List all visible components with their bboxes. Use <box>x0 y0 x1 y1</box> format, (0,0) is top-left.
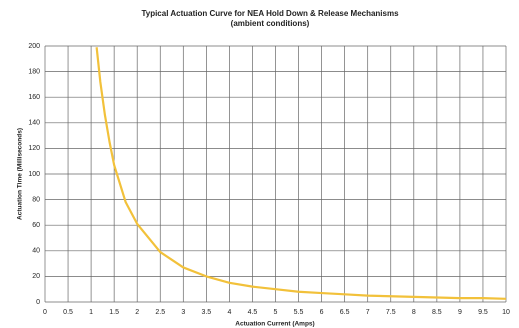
x-tick-label: 3.5 <box>201 309 211 316</box>
y-axis-label: Actuation Time (Milliseconds) <box>17 128 24 220</box>
y-tick-label: 60 <box>32 222 40 229</box>
y-tick-label: 160 <box>28 94 40 101</box>
x-tick-label: 7 <box>366 309 370 316</box>
chart-title: Typical Actuation Curve for NEA Hold Dow… <box>141 9 399 18</box>
x-tick-label: 8.5 <box>432 309 442 316</box>
x-tick-label: 0.5 <box>63 309 73 316</box>
x-tick-label: 10 <box>502 309 510 316</box>
x-tick-label: 4.5 <box>248 309 258 316</box>
y-tick-label: 80 <box>32 196 40 203</box>
x-tick-label: 2 <box>135 309 139 316</box>
x-tick-label: 4 <box>227 309 231 316</box>
x-tick-label: 2.5 <box>155 309 165 316</box>
x-tick-label: 1.5 <box>109 309 119 316</box>
y-tick-label: 140 <box>28 120 40 127</box>
x-tick-label: 0 <box>43 309 47 316</box>
x-tick-label: 5.5 <box>294 309 304 316</box>
data-line <box>95 47 507 300</box>
x-tick-label: 6.5 <box>340 309 350 316</box>
y-tick-label: 0 <box>36 299 40 306</box>
x-tick-label: 9 <box>458 309 462 316</box>
x-axis-label: Actuation Current (Amps) <box>235 321 314 328</box>
x-tick-label: 5 <box>274 309 278 316</box>
y-tick-label: 20 <box>32 273 40 280</box>
x-tick-label: 1 <box>89 309 93 316</box>
x-tick-label: 3 <box>181 309 185 316</box>
x-tick-label: 7.5 <box>386 309 396 316</box>
y-tick-label: 120 <box>28 145 40 152</box>
y-tick-label: 180 <box>28 68 40 75</box>
chart-subtitle: (ambient conditions) <box>231 19 310 28</box>
x-tick-label: 9.5 <box>478 309 488 316</box>
y-tick-label: 200 <box>28 43 40 50</box>
y-tick-label: 100 <box>28 171 40 178</box>
y-tick-label: 40 <box>32 248 40 255</box>
x-tick-label: 6 <box>320 309 324 316</box>
x-tick-label: 8 <box>412 309 416 316</box>
